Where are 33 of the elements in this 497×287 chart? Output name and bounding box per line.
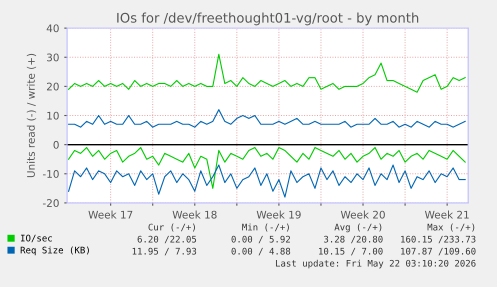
line-series [68,164,466,198]
x-tick-label: Week 19 [256,210,301,219]
text: 0.00 / 5.92 [232,236,290,244]
text: Avg (-/+) [334,223,382,232]
text: Cur (-/+) [148,224,195,232]
line-series [68,54,466,93]
x-tick-label: Week 18 [172,210,217,219]
y-tick-label: 0 [54,140,59,149]
text: 0.00 / 4.88 [232,248,290,256]
text: 6.20 /22.05 [138,236,196,244]
text: Last update: Fri May 22 03:10:20 2026 [276,260,476,268]
y-tick-label: 20 [46,82,59,90]
y-axis-title: Units read (-) / write (+) [26,54,36,178]
text: Max (-/+) [428,224,474,232]
y-tick-label: 40 [46,24,59,32]
y-tick-label: -10 [42,170,59,178]
y-tick-label: 10 [47,112,59,120]
text: 160.15 /233.73 [401,236,476,244]
y-tick-label: -20 [42,199,59,208]
legend-label: Req Size (KB) [20,246,89,256]
text: Min (-/+) [242,224,289,232]
text: 11.95 / 7.93 [132,248,196,256]
chart-title: IOs for /dev/freethought01-vg/root - by month [117,12,418,26]
text: 107.87 /109.60 [401,248,476,256]
line-series [68,109,466,128]
x-tick-label: Week 17 [88,210,132,219]
x-tick-label: Week 20 [340,210,385,219]
text: 10.15 / 7.00 [319,248,383,256]
line-series [68,147,466,189]
x-tick-label: Week 21 [424,210,469,219]
text: 3.28 /20.80 [324,236,383,244]
y-tick-label: 30 [46,53,59,62]
legend-label: IO/sec [20,234,52,242]
